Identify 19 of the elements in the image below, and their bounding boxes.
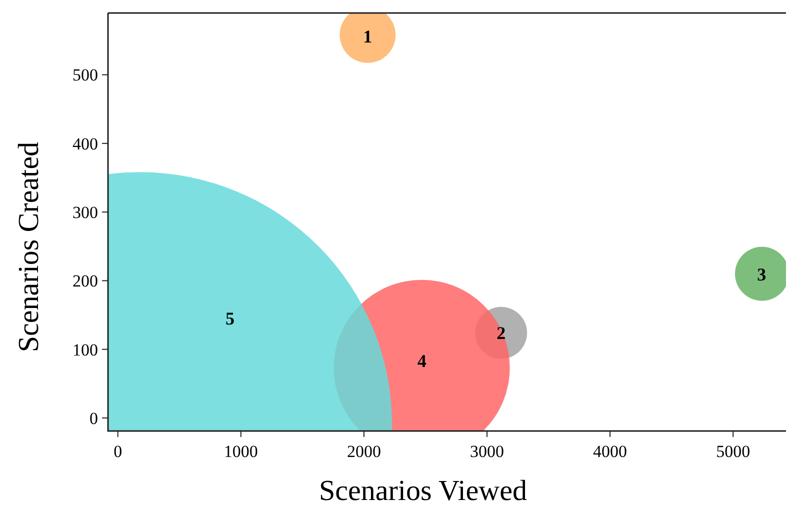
series-label: 1 bbox=[363, 26, 372, 46]
x-tick-label: 3000 bbox=[470, 442, 504, 461]
series-label: 4 bbox=[417, 351, 426, 372]
y-tick-label: 0 bbox=[90, 408, 98, 428]
series-label: 5 bbox=[226, 308, 235, 329]
x-tick-label: 4000 bbox=[593, 442, 628, 461]
y-axis-title: Scenarios Created bbox=[13, 141, 45, 352]
y-tick-label: 300 bbox=[72, 203, 98, 222]
series-label: 2 bbox=[496, 323, 506, 344]
y-tick-label: 100 bbox=[72, 340, 98, 360]
x-tick-label: 1000 bbox=[224, 442, 258, 461]
y-tick-label: 500 bbox=[72, 66, 98, 85]
series-label: 3 bbox=[757, 264, 766, 284]
y-tick-label: 400 bbox=[72, 134, 98, 154]
x-tick-label: 2000 bbox=[346, 442, 381, 461]
x-tick-label: 0 bbox=[114, 442, 122, 461]
x-axis-title: Scenarios Viewed bbox=[319, 475, 528, 506]
y-tick-label: 200 bbox=[72, 272, 98, 291]
x-tick-label: 5000 bbox=[716, 442, 750, 461]
